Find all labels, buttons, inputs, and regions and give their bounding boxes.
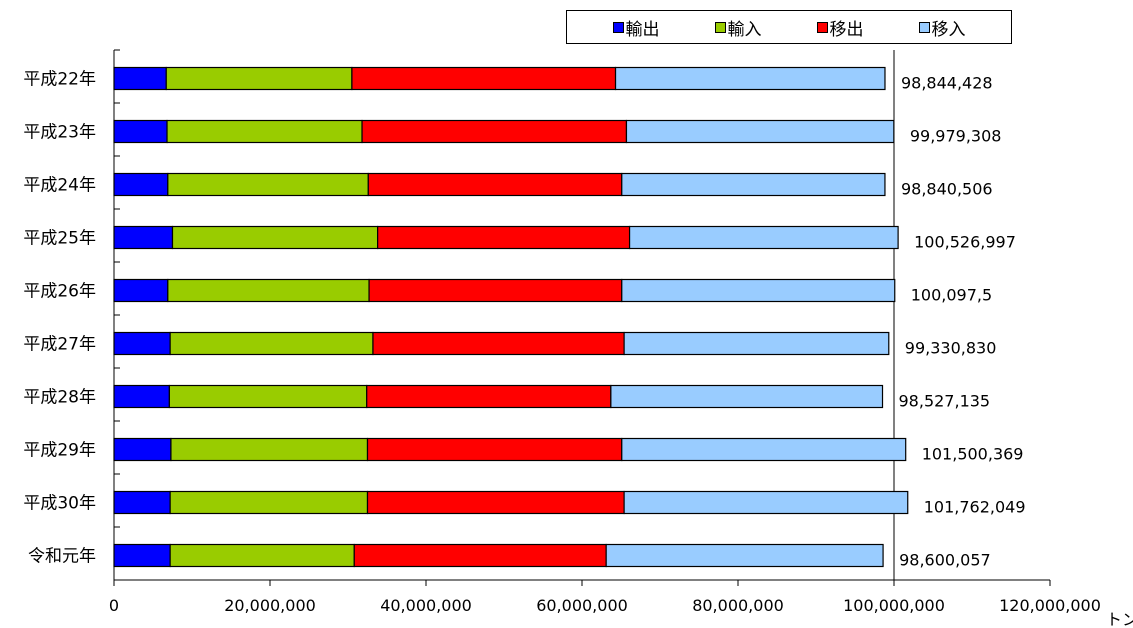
- category-label: 令和元年: [28, 547, 96, 567]
- category-label: 平成25年: [23, 229, 96, 249]
- bar-segment-inbound: [622, 174, 885, 196]
- category-label: 平成28年: [23, 388, 96, 408]
- bar-segment-import: [173, 227, 378, 249]
- total-label: 99,979,308: [910, 127, 1002, 146]
- bar-segment-import: [168, 174, 368, 196]
- total-label: 98,600,057: [899, 551, 991, 570]
- total-label: 100,097,5: [911, 286, 992, 305]
- bar-segment-export: [114, 68, 166, 90]
- bar-segment-outbound: [369, 280, 622, 302]
- x-tick-label: 20,000,000: [224, 596, 316, 615]
- unit-label: トン: [1106, 610, 1133, 628]
- bar-segment-export: [114, 121, 167, 143]
- bar-segment-inbound: [626, 121, 893, 143]
- bar-segment-export: [114, 227, 173, 249]
- bar-segment-outbound: [373, 333, 624, 355]
- bar-segment-inbound: [624, 492, 908, 514]
- bar-segment-outbound: [367, 386, 611, 408]
- bar-segment-import: [170, 333, 373, 355]
- bar-segment-export: [114, 174, 168, 196]
- bar-segment-outbound: [362, 121, 626, 143]
- total-label: 98,527,135: [899, 392, 991, 411]
- category-label: 平成26年: [23, 282, 96, 302]
- bar-segment-inbound: [624, 333, 889, 355]
- bar-segment-outbound: [368, 439, 622, 461]
- bar-segment-import: [168, 280, 369, 302]
- bar-segment-inbound: [616, 68, 885, 90]
- bar-segment-import: [169, 386, 366, 408]
- bar-segment-outbound: [352, 68, 616, 90]
- total-label: 98,844,428: [901, 74, 993, 93]
- category-label: 平成24年: [23, 176, 96, 196]
- x-tick-label: 0: [109, 596, 119, 615]
- bar-segment-inbound: [611, 386, 883, 408]
- category-label: 平成29年: [23, 441, 96, 461]
- x-tick-label: 80,000,000: [692, 596, 784, 615]
- x-tick-label: 60,000,000: [536, 596, 628, 615]
- x-tick-label: 40,000,000: [380, 596, 472, 615]
- x-tick-label: 120,000,000: [999, 596, 1101, 615]
- bar-segment-outbound: [368, 492, 625, 514]
- bar-segment-import: [171, 439, 368, 461]
- category-label: 平成27年: [23, 335, 96, 355]
- bar-segment-import: [170, 492, 367, 514]
- x-tick-label: 100,000,000: [843, 596, 945, 615]
- bar-segment-export: [114, 280, 168, 302]
- category-label: 平成23年: [23, 123, 96, 143]
- bar-segment-export: [114, 439, 171, 461]
- total-label: 101,762,049: [924, 498, 1026, 517]
- bar-segment-import: [167, 121, 362, 143]
- bar-segment-inbound: [622, 439, 906, 461]
- category-label: 平成22年: [23, 70, 96, 90]
- total-label: 101,500,369: [922, 445, 1024, 464]
- bar-segment-outbound: [354, 545, 606, 567]
- bar-segment-import: [166, 68, 352, 90]
- total-label: 100,526,997: [914, 233, 1016, 252]
- category-label: 平成30年: [23, 494, 96, 514]
- bar-segment-inbound: [622, 280, 895, 302]
- bar-segment-export: [114, 492, 170, 514]
- bar-segment-import: [170, 545, 354, 567]
- bar-segment-export: [114, 386, 169, 408]
- bar-segment-outbound: [378, 227, 630, 249]
- bar-segment-export: [114, 545, 170, 567]
- total-label: 98,840,506: [901, 180, 993, 199]
- total-label: 99,330,830: [905, 339, 997, 358]
- bar-segment-inbound: [606, 545, 883, 567]
- bar-segment-outbound: [368, 174, 622, 196]
- bar-segment-export: [114, 333, 170, 355]
- bar-segment-inbound: [630, 227, 899, 249]
